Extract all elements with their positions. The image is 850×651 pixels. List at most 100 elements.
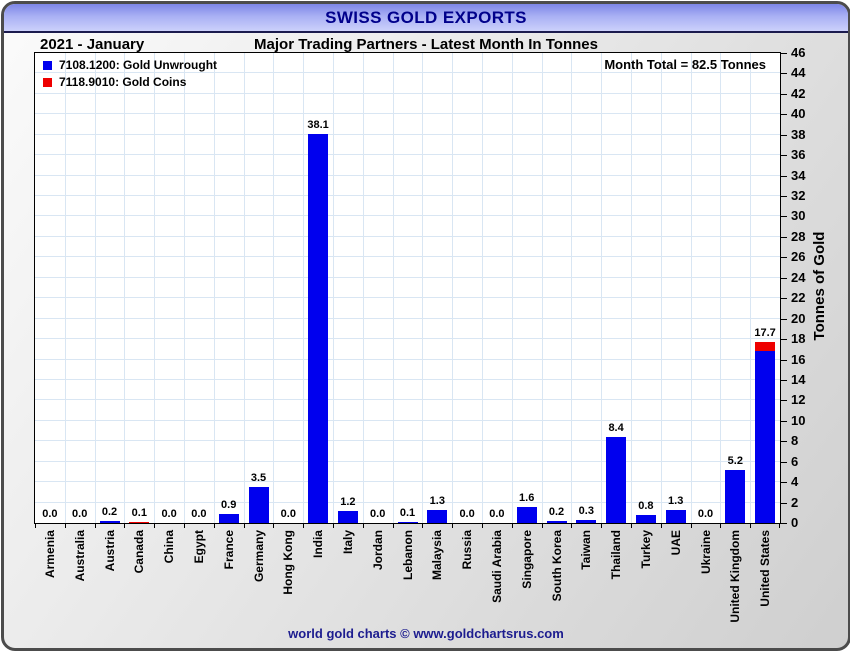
y-tick [781, 53, 787, 54]
v-gridline [511, 53, 513, 523]
bar-segment-unwrought [546, 520, 567, 523]
x-tick [362, 524, 364, 528]
bar-value-label: 0.0 [191, 508, 207, 520]
x-category-label: Lebanon [400, 530, 415, 580]
y-tick-label: 6 [791, 453, 799, 469]
legend-row: 7118.9010: Gold Coins [43, 76, 217, 89]
y-tick-label: 24 [791, 269, 806, 285]
x-category-label: South Korea [549, 530, 564, 602]
bar-segment-unwrought [635, 514, 656, 523]
v-gridline [720, 53, 722, 523]
x-category-label: Taiwan [579, 530, 594, 570]
h-gridline [35, 235, 780, 237]
v-gridline [482, 53, 483, 523]
v-gridline [452, 53, 454, 523]
legend-swatch [43, 61, 52, 70]
bar-value-label: 0.0 [42, 508, 58, 520]
y-tick-label: 4 [791, 474, 799, 490]
y-tick [781, 420, 787, 422]
bar-value-label: 5.2 [727, 454, 743, 467]
x-tick [184, 524, 185, 528]
y-tick [781, 155, 787, 157]
x-tick [64, 524, 66, 528]
x-category-label: Italy [340, 530, 355, 555]
v-gridline [422, 53, 424, 523]
y-tick-label: 0 [791, 515, 799, 530]
x-category-label: Hong Kong [281, 530, 296, 595]
h-gridline [35, 256, 780, 258]
x-category-label: UAE [668, 530, 683, 556]
v-gridline [660, 53, 662, 523]
y-tick-label: 40 [791, 106, 806, 122]
bar-segment-unwrought [725, 469, 746, 523]
bar-segment-unwrought [99, 520, 120, 523]
x-category-label: Saudi Arabia [489, 530, 504, 603]
h-gridline [35, 338, 780, 340]
bar-value-label: 0.1 [399, 506, 416, 519]
x-category-label: France [221, 530, 236, 570]
x-category-label: Australia [72, 530, 87, 582]
y-tick-label: 16 [791, 351, 806, 367]
x-category-label: Austria [102, 530, 117, 572]
h-gridline [35, 440, 780, 442]
y-tick-label: 22 [791, 290, 806, 306]
y-tick-label: 34 [791, 167, 806, 183]
bar-segment-unwrought [308, 133, 329, 523]
bar-value-label: 1.3 [429, 494, 445, 507]
y-tick [781, 461, 787, 463]
y-tick-label: 20 [791, 310, 806, 326]
bar-value-label: 1.6 [519, 491, 535, 504]
y-tick-label: 46 [791, 45, 806, 60]
y-tick-label: 8 [791, 433, 799, 449]
v-gridline [541, 53, 543, 523]
x-tick [213, 524, 215, 528]
x-tick [35, 524, 36, 528]
v-gridline [213, 53, 215, 523]
y-tick-label: 38 [791, 126, 806, 142]
bar-value-label: 0.2 [548, 505, 565, 518]
bar-value-label: 0.0 [280, 508, 296, 520]
bar-value-label: 0.0 [370, 508, 386, 520]
x-category-label: Singapore [519, 530, 534, 589]
h-gridline [35, 215, 780, 217]
x-category-label: Jordan [370, 530, 385, 571]
x-category-label: Ukraine [698, 530, 713, 575]
chart-subtitle: Major Trading Partners - Latest Month In… [254, 36, 598, 53]
y-tick-label: 14 [791, 371, 806, 387]
bar-value-label: 0.0 [459, 508, 475, 520]
h-gridline [35, 378, 780, 380]
h-gridline [35, 419, 780, 421]
bar-value-label: 0.8 [638, 499, 654, 512]
h-gridline [35, 460, 780, 462]
h-gridline [35, 133, 780, 135]
h-gridline [35, 481, 780, 483]
h-gridline [35, 92, 780, 94]
x-tick [690, 524, 692, 528]
h-gridline [35, 399, 780, 401]
bar-segment-coins [129, 521, 150, 523]
bar-segment-unwrought [397, 521, 418, 523]
bar-segment-unwrought [218, 513, 239, 523]
v-gridline [571, 53, 573, 523]
x-category-label: Russia [460, 530, 475, 570]
y-tick-label: 36 [791, 147, 806, 163]
x-tick [243, 524, 245, 528]
bar-value-label: 1.3 [668, 494, 684, 507]
y-tick [781, 298, 787, 300]
bar-value-label: 1.2 [340, 495, 356, 508]
bar-value-label: 0.0 [72, 508, 88, 520]
x-tick [601, 524, 603, 528]
bar-value-label: 17.7 [754, 327, 776, 340]
v-gridline [392, 53, 394, 523]
bar-segment-coins [755, 342, 776, 352]
x-tick [750, 524, 752, 528]
x-tick [94, 524, 96, 528]
x-category-label: Canada [132, 530, 147, 574]
x-tick [154, 524, 156, 528]
v-gridline [601, 53, 603, 523]
title-bar: SWISS GOLD EXPORTS [4, 4, 848, 33]
bar-value-label: 0.2 [101, 505, 118, 518]
bar-value-label: 0.0 [161, 508, 177, 520]
legend: 7108.1200: Gold Unwrought 7118.9010: Gold… [43, 59, 217, 93]
x-tick [541, 524, 543, 528]
